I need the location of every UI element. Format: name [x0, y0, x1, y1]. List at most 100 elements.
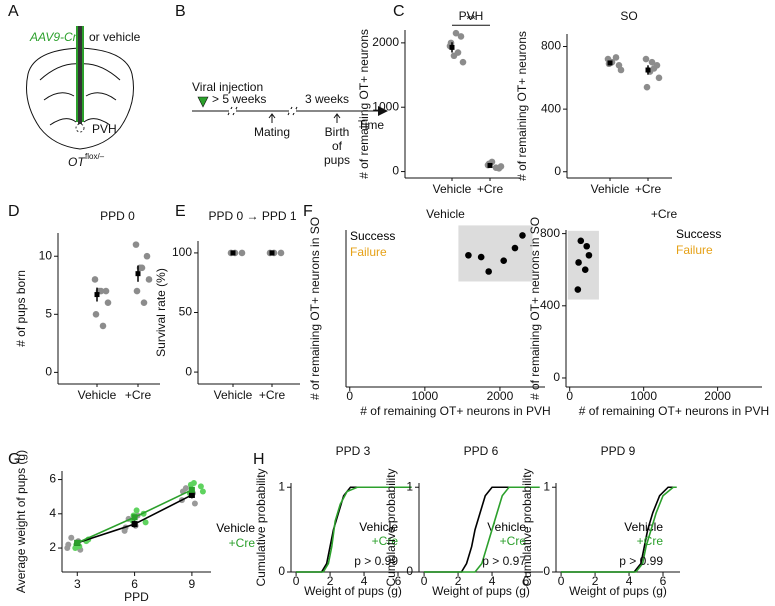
cdf-line [561, 486, 677, 573]
data-point [143, 252, 151, 260]
y-axis-label: Cumulative probability [384, 468, 398, 586]
data-point [138, 264, 146, 272]
x-tick-label: 1000 [411, 389, 438, 403]
x-tick-label: 9 [189, 577, 196, 591]
x-tick-label: 4 [489, 574, 496, 588]
data-point [492, 164, 500, 172]
data-point [500, 257, 507, 264]
x-tick-label: 3 [74, 577, 81, 591]
legend-label: Vehicle [487, 520, 526, 534]
x-tick-label: Vehicle [78, 388, 117, 402]
legend-label: +Cre [372, 534, 399, 548]
y-tick-label: 0 [553, 370, 560, 384]
y-tick-label: 400 [541, 101, 561, 115]
data-point [642, 55, 650, 63]
data-point [133, 287, 141, 295]
y-axis-label: # of remaining OT+ neurons in SO [308, 217, 322, 400]
x-tick-label: 6 [131, 577, 138, 591]
y-tick-label: 0 [185, 364, 192, 378]
y-axis-label: # of remaining OT+ neurons [515, 31, 529, 181]
data-point [477, 253, 485, 261]
panel-letter: C [393, 3, 405, 20]
data-point [643, 83, 651, 91]
data-point [457, 33, 465, 40]
x-tick-label: 0 [421, 574, 428, 588]
vector-suffix: or vehicle [89, 30, 141, 44]
timeline [192, 96, 388, 123]
cdf-line [424, 486, 540, 573]
p-value: p > 0.97 [482, 554, 526, 568]
x-tick-label: +Cre [125, 388, 152, 402]
genotype-label: OT [68, 155, 86, 169]
legend-label: Vehicle [216, 521, 255, 535]
y-tick-label: 1000 [372, 99, 399, 113]
y-axis-label: Survival rate (%) [154, 268, 168, 357]
mean-marker [230, 250, 236, 256]
y-tick-label: 800 [541, 39, 561, 53]
y-axis-label: # of remaining OT+ neurons in SO [528, 217, 542, 400]
panel-letter: A [8, 3, 19, 20]
data-point [497, 163, 505, 170]
x-tick-label: 6 [395, 574, 402, 588]
y-tick-label: 6 [49, 472, 56, 486]
y-tick-label: 10 [39, 248, 53, 262]
panel-letter: F [303, 203, 313, 220]
cdf-line [424, 486, 540, 573]
x-tick-label: 2000 [704, 389, 731, 403]
data-point [132, 241, 140, 248]
data-point [650, 65, 658, 72]
data-point [655, 74, 663, 82]
x-tick-label: Vehicle [433, 182, 472, 196]
data-point [102, 287, 110, 295]
y-tick-label: 1 [278, 479, 285, 493]
p-value: p > 0.99 [354, 554, 398, 568]
timeline-event: pups [324, 153, 350, 167]
data-point [187, 481, 194, 488]
x-axis-label: # of remaining OT+ neurons in PVH [579, 404, 769, 418]
x-tick-label: 6 [660, 574, 667, 588]
data-point [574, 286, 582, 293]
panel-letter: D [8, 203, 20, 220]
x-tick-label: +Cre [477, 182, 504, 196]
mean-marker [487, 162, 493, 168]
x-axis-label: # of remaining OT+ neurons in PVH [360, 404, 550, 418]
chart-title: PPD 0 [100, 209, 135, 223]
data-point [465, 251, 472, 259]
y-tick-label: 0 [543, 564, 550, 578]
legend-label: Vehicle [624, 520, 663, 534]
chart-title: PVH [459, 9, 484, 23]
cdf-line [296, 486, 412, 573]
y-tick-label: 0 [406, 564, 413, 578]
genotype-superscript: flox/– [85, 152, 105, 161]
x-tick-label: 2000 [487, 389, 514, 403]
legend-label: Failure [676, 243, 713, 257]
data-point [238, 249, 246, 257]
timeline-interval: 3 weeks [305, 92, 349, 106]
timeline-interval: > 5 weeks [212, 92, 266, 106]
legend-label: Vehicle [359, 520, 398, 534]
legend-label: +Cre [229, 536, 256, 550]
y-axis-label: Cumulative probability [520, 468, 534, 586]
data-point [145, 276, 153, 283]
data-point [199, 488, 206, 495]
y-axis-label: Average weight of pups (g) [14, 450, 28, 593]
y-tick-label: 0 [392, 164, 399, 178]
data-point [583, 242, 591, 250]
data-point [511, 244, 519, 252]
chart-title: PPD 0 → PPD 1 [208, 209, 296, 223]
panel-letter: E [175, 203, 186, 220]
y-tick-label: 1 [406, 479, 413, 493]
data-point [104, 299, 112, 306]
x-tick-label: 2 [455, 574, 462, 588]
data-point [581, 266, 589, 274]
timeline-event: Viral injection [192, 80, 263, 94]
x-axis-label: PPD [124, 590, 149, 604]
legend-label: Failure [350, 245, 387, 259]
timeline-event: of [332, 139, 343, 153]
y-tick-label: 50 [179, 305, 193, 319]
data-point [191, 500, 198, 507]
y-axis-label: Cumulative probability [254, 468, 268, 586]
mean-marker [135, 271, 141, 277]
panel-letter: H [253, 451, 265, 468]
significance-label: ** [466, 12, 476, 26]
